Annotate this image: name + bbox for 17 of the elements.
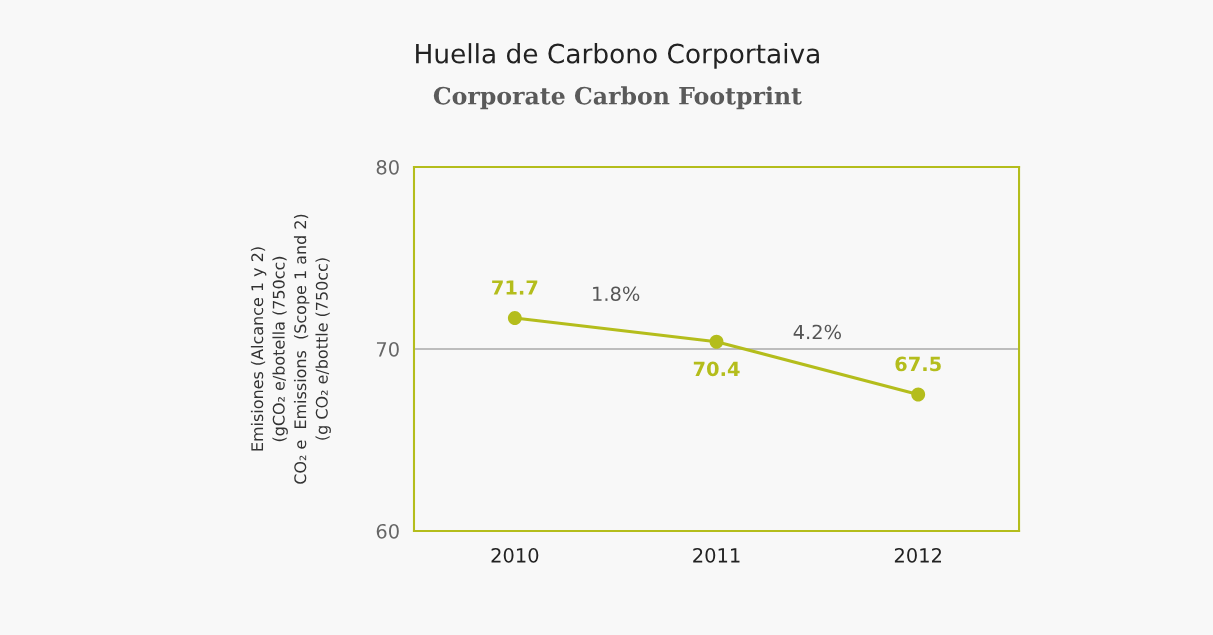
y-tick-label: 80 xyxy=(376,159,399,175)
x-tick-label: 2012 xyxy=(894,548,941,563)
y-tick-label: 60 xyxy=(376,523,399,539)
chart-title: Huella de Carbono Corportaiva xyxy=(416,43,819,69)
data-label: 70.4 xyxy=(693,361,740,377)
annotation: 1.8% xyxy=(593,286,640,302)
chart-subtitle: Corporate Carbon Footprint xyxy=(433,86,802,110)
point xyxy=(709,334,724,349)
y-axis-title: Emisiones (Alcance 1 y 2) (gCO₂ e/botella (750cc) CO₂ e Emissions (Scope 1 and 2) (g CO₂ e/bottle (750cc) xyxy=(250,214,331,484)
point xyxy=(507,311,522,325)
annotation: 4.2% xyxy=(793,324,841,340)
data-label: 67.5 xyxy=(895,356,941,372)
x-tick-label: 2010 xyxy=(491,548,539,563)
y-tick-label: 70 xyxy=(376,341,399,357)
x-tick-label: 2011 xyxy=(693,548,740,563)
point xyxy=(911,387,926,402)
data-label: 71.7 xyxy=(492,280,538,295)
